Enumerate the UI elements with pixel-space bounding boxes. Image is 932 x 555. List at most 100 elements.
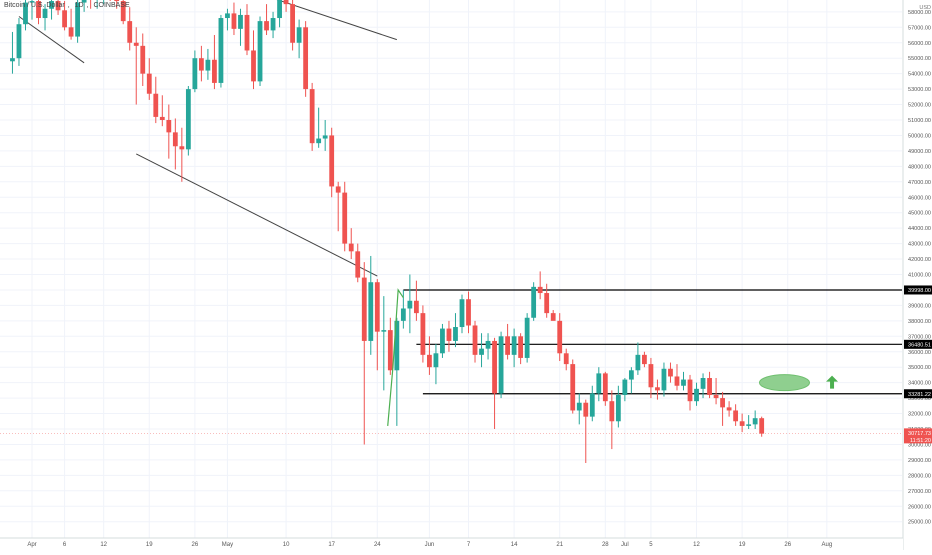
candle-body <box>576 402 582 411</box>
price-tick-label: 53000.00 <box>908 87 931 93</box>
candle-body <box>212 59 217 83</box>
candle-body <box>387 330 393 371</box>
symbol-exchange: COINBASE <box>93 2 130 9</box>
candle-body <box>531 286 537 318</box>
candle-body <box>596 373 602 394</box>
candle-body <box>231 13 237 29</box>
candle-body <box>153 93 159 117</box>
time-tick-label: 24 <box>374 542 381 548</box>
candle-body <box>557 320 563 354</box>
candle-body <box>739 421 745 426</box>
candle-body <box>49 1 54 9</box>
time-tick-label: 26 <box>192 542 199 548</box>
candle-body <box>225 13 230 19</box>
price-tick-label: 26000.00 <box>908 504 931 510</box>
candle-body <box>752 418 758 425</box>
candle-body <box>127 21 133 43</box>
candle-body <box>159 116 165 120</box>
candle-body <box>218 18 224 83</box>
price-tick-label: 54000.00 <box>908 72 931 78</box>
candle-body <box>537 286 543 294</box>
price-tick-label: 47000.00 <box>908 180 931 186</box>
symbol-name: Bitcoin / U.S. Dollar <box>4 2 65 9</box>
candle-body <box>635 354 641 371</box>
candle-body <box>381 330 387 332</box>
target-ellipse-marker[interactable] <box>758 374 810 392</box>
candle-body <box>674 376 680 386</box>
price-tick-label: 58000.00 <box>908 10 931 16</box>
trend-line[interactable] <box>136 153 378 277</box>
candle-body <box>485 340 491 349</box>
time-tick-label: Apr <box>27 542 36 548</box>
last-price-label: 30717.73 <box>908 431 931 437</box>
candle-body <box>140 45 146 74</box>
price-tick-label: 37000.00 <box>908 334 931 340</box>
candle-body <box>303 27 309 90</box>
candle-body <box>68 27 74 37</box>
brush-stroke[interactable] <box>387 288 404 426</box>
candle-body <box>348 243 354 252</box>
candle-body <box>700 378 706 389</box>
price-level-tag <box>904 389 932 399</box>
trend-line[interactable] <box>254 0 397 41</box>
candle-body <box>251 50 256 82</box>
trend-line[interactable] <box>18 16 85 64</box>
candle-body <box>296 27 302 43</box>
candle-body <box>257 21 263 82</box>
candle-body <box>524 317 530 358</box>
time-tick-label: 10 <box>283 542 290 548</box>
candle-body <box>205 59 211 71</box>
candle-body <box>368 282 374 341</box>
time-tick-label: 6 <box>63 542 67 548</box>
candle-body <box>166 120 172 133</box>
time-axis-bg <box>0 538 903 550</box>
candle-body <box>642 354 647 365</box>
price-tick-label: 25000.00 <box>908 520 931 526</box>
candle-body <box>342 192 348 244</box>
candle-body <box>62 10 67 28</box>
time-tick-label: 28 <box>602 542 609 548</box>
candle-body <box>309 89 315 144</box>
candle-body <box>335 186 341 193</box>
candle-body <box>244 14 250 51</box>
candle-body <box>16 24 22 59</box>
candle-body <box>29 1 35 3</box>
price-tick-label: 48000.00 <box>908 164 931 170</box>
price-level-tag <box>904 339 932 349</box>
candle-body <box>479 348 484 355</box>
candle-body <box>446 328 452 341</box>
candle-body <box>440 328 445 354</box>
candle-body <box>133 42 139 46</box>
price-level-tag <box>904 285 932 295</box>
price-tick-label: 56000.00 <box>908 41 931 47</box>
candle-body <box>264 21 269 31</box>
price-tick-label: 41000.00 <box>908 273 931 279</box>
candle-body <box>648 364 654 388</box>
candle-body <box>655 387 660 391</box>
price-level-tag-label: 36480.51 <box>908 342 931 348</box>
candle-body <box>453 327 458 341</box>
price-tick-label: 52000.00 <box>908 103 931 109</box>
candle-body <box>283 0 289 5</box>
candle-body <box>413 300 419 314</box>
candle-body <box>733 410 739 422</box>
candle-body <box>570 364 576 411</box>
price-tick-label: 44000.00 <box>908 226 931 232</box>
candle-body <box>407 300 413 309</box>
candle-body <box>146 73 152 94</box>
candle-body <box>498 336 504 394</box>
price-axis-bg <box>903 0 932 550</box>
candle-body <box>518 336 524 358</box>
price-tick-label: 27000.00 <box>908 489 931 495</box>
price-tick-label: 50000.00 <box>908 133 931 139</box>
candle-body <box>192 58 198 90</box>
price-tick-label: 33000.00 <box>908 396 931 402</box>
candle-body <box>466 299 471 326</box>
candle-body <box>726 407 732 411</box>
price-tick-label: 39000.00 <box>908 303 931 309</box>
candle-body <box>420 313 426 355</box>
time-tick-label: 21 <box>556 542 563 548</box>
price-tick-label: 35000.00 <box>908 365 931 371</box>
